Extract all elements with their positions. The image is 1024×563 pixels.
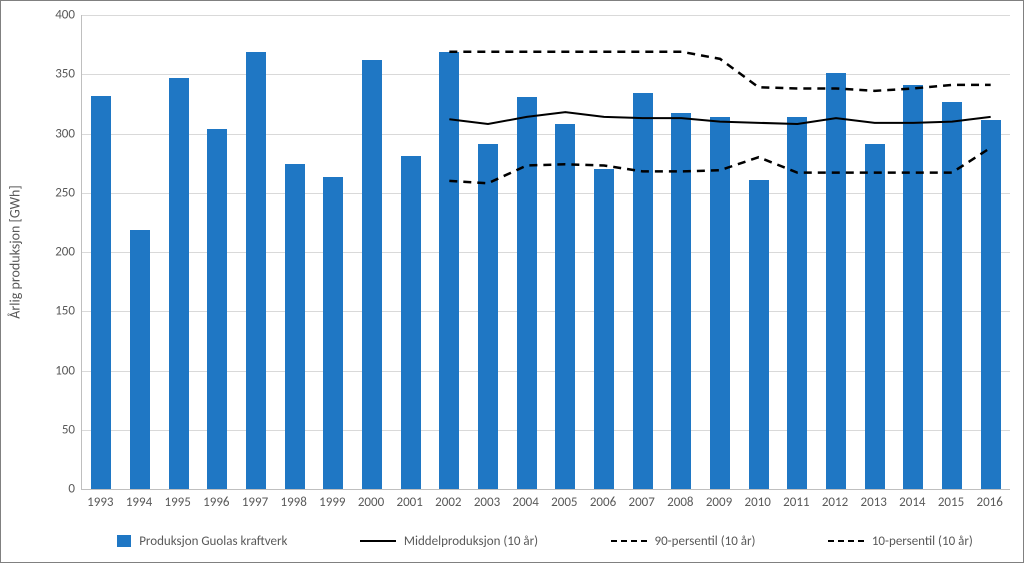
x-tick-label: 1993 — [87, 495, 113, 510]
legend-item: Produksjon Guolas kraftverk — [117, 534, 287, 549]
x-tick-label: 1995 — [164, 495, 190, 510]
x-tick-label: 2007 — [628, 495, 654, 510]
x-tick-label: 2003 — [474, 495, 500, 510]
y-tick-label: 350 — [35, 67, 75, 82]
y-tick-label: 300 — [35, 126, 75, 141]
lines-group — [82, 15, 1010, 489]
y-tick-label: 50 — [35, 422, 75, 437]
x-tick-label: 2012 — [822, 495, 848, 510]
legend-swatch-bar — [117, 535, 131, 547]
legend-swatch-line — [360, 540, 396, 542]
x-tick-label: 2009 — [706, 495, 732, 510]
plot-area — [81, 15, 1010, 490]
legend-item: 90-persentil (10 år) — [611, 534, 756, 549]
series-line — [449, 148, 990, 184]
x-tick-label: 2016 — [976, 495, 1002, 510]
legend-item: 10-persentil (10 år) — [828, 534, 973, 549]
x-tick-label: 2008 — [667, 495, 693, 510]
x-tick-label: 2015 — [938, 495, 964, 510]
x-tick-label: 2006 — [590, 495, 616, 510]
y-tick-label: 250 — [35, 185, 75, 200]
x-tick-label: 2000 — [358, 495, 384, 510]
x-tick-label: 1996 — [203, 495, 229, 510]
chart-container: Årlig produksjon [GWh] 0 50 100 150 200 250 30… — [0, 0, 1024, 563]
x-tick-label: 2010 — [744, 495, 770, 510]
x-tick-label: 1999 — [319, 495, 345, 510]
legend-swatch-line — [828, 540, 864, 542]
series-line — [449, 52, 990, 91]
x-tick-label: 2014 — [899, 495, 925, 510]
legend-swatch-line — [611, 540, 647, 542]
legend-item: Middelproduksjon (10 år) — [360, 534, 538, 549]
y-axis-title: Årlig produksjon [GWh] — [7, 185, 24, 318]
y-tick-label: 150 — [35, 304, 75, 319]
x-tick-label: 2002 — [435, 495, 461, 510]
x-tick-label: 2013 — [860, 495, 886, 510]
legend-label: Middelproduksjon (10 år) — [404, 534, 538, 549]
x-tick-label: 2004 — [512, 495, 538, 510]
x-tick-label: 1998 — [280, 495, 306, 510]
y-tick-label: 100 — [35, 363, 75, 378]
legend-label: 10-persentil (10 år) — [872, 534, 973, 549]
x-tick-label: 1994 — [126, 495, 152, 510]
x-tick-label: 2001 — [396, 495, 422, 510]
y-tick-label: 200 — [35, 245, 75, 260]
x-tick-label: 1997 — [242, 495, 268, 510]
series-line — [449, 112, 990, 124]
legend: Produksjon Guolas kraftverk Middelproduks… — [81, 525, 1009, 557]
x-tick-label: 2011 — [783, 495, 809, 510]
y-tick-label: 0 — [35, 482, 75, 497]
legend-label: 90-persentil (10 år) — [655, 534, 756, 549]
y-tick-label: 400 — [35, 8, 75, 23]
x-tick-label: 2005 — [551, 495, 577, 510]
legend-label: Produksjon Guolas kraftverk — [139, 534, 287, 549]
